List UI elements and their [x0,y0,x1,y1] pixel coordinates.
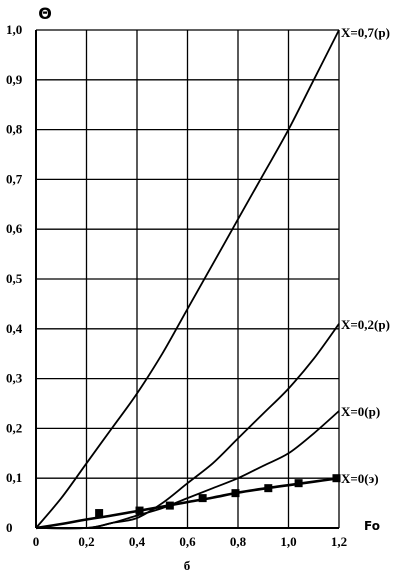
series-line-x-0 [35,410,340,530]
series-label: X=0,7(р) [341,25,390,40]
y-tick-label: 0,8 [6,122,23,137]
y-tick-label: 0,7 [6,171,23,186]
y-tick-label: 1,0 [6,22,22,37]
x-tick-label: 0,6 [179,534,196,549]
data-point-marker [135,506,144,515]
y-tick-label: 0,6 [6,221,23,236]
y-axis-label: Θ [38,4,52,23]
series-group [35,29,340,530]
markers-group [95,474,341,518]
series-label: X=0(р) [341,404,380,419]
data-point-marker [231,489,240,498]
y-tick-label: 0,4 [6,321,23,336]
y-tick-label: 0,9 [6,72,23,87]
tick-labels: 0 0,1 0,2 0,3 0,4 0,5 0,6 0,7 0,8 0,9 1,0 0 0,2 0,4 0,… [6,22,347,549]
x-tick-label: 1,2 [331,534,347,549]
series-label: X=0,2(р) [341,317,390,332]
x-tick-label: 1,0 [280,534,296,549]
x-tick-label: 0,4 [129,534,146,549]
data-point-marker [95,509,104,518]
data-point-marker [264,484,273,493]
y-tick-label: 0,2 [6,420,22,435]
data-point-marker [294,479,303,488]
x-tick-label: 0 [33,534,40,549]
series-label: X=0(э) [341,471,379,486]
series-line-x-0-7 [35,29,340,529]
series-line-x-0 [35,476,340,530]
data-point-marker [198,494,207,503]
x-tick-label: 0,2 [78,534,94,549]
y-tick-label: 0,5 [6,271,23,286]
grid [35,29,340,529]
data-point-marker [165,501,174,510]
x-axis-label: Fo [364,519,380,533]
x-tick-label: 0,8 [230,534,247,549]
y-tick-label: 0 [6,520,13,535]
y-tick-label: 0,3 [6,371,23,386]
series-labels: X=0,7(р) X=0,2(р) X=0(р) X=0(э) [341,25,390,486]
y-tick-label: 0,1 [6,470,22,485]
caption: б [184,558,191,573]
data-point-marker [332,474,341,483]
